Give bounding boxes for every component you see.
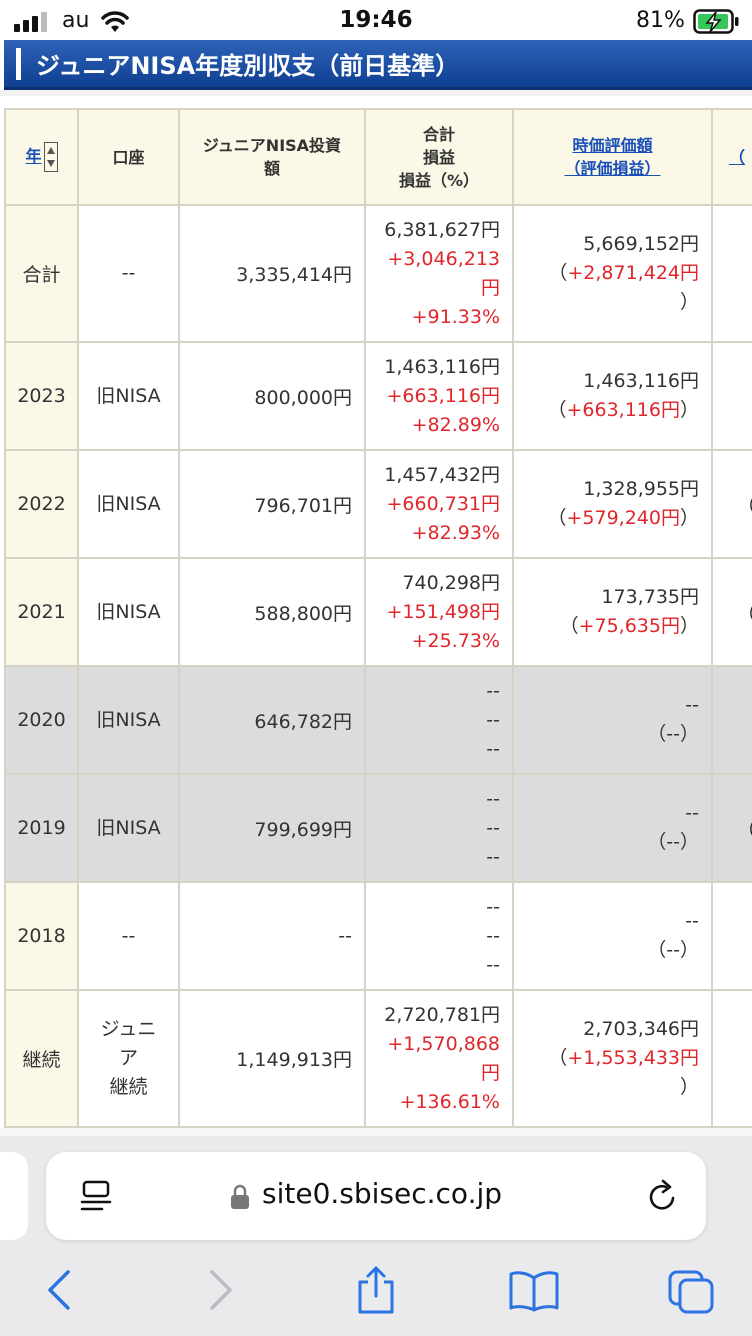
address-bar[interactable]	[46, 1152, 706, 1240]
cellular-signal-icon	[14, 12, 47, 32]
url-text[interactable]: site0.sbisec.co.jp	[262, 1177, 503, 1210]
investment-cell: 588,800円	[178, 557, 366, 667]
total-cell: 1,457,432円 +660,731円 +82.93%	[364, 449, 514, 559]
forward-icon[interactable]	[206, 1268, 236, 1316]
account-cell: ジュニ ア 継続	[77, 989, 180, 1128]
valuation-column-header[interactable]: 時価評価額 （評価損益）	[512, 108, 713, 206]
account-cell: 旧NISA	[77, 773, 180, 883]
reload-icon[interactable]	[646, 1178, 680, 1218]
clock: 19:46	[339, 7, 413, 33]
investment-cell: 3,335,414円	[178, 204, 366, 343]
total-cell: 6,381,627円 +3,046,213 円 +91.33%	[364, 204, 514, 343]
next-cell	[711, 665, 752, 775]
valuation-sort-link[interactable]: 時価評価額	[572, 136, 653, 155]
account-cell: 旧NISA	[77, 557, 180, 667]
section-title: ジュニアNISA年度別収支（前日基準）	[36, 52, 460, 80]
year-sort-link[interactable]: 年	[25, 146, 42, 166]
investment-cell: 800,000円	[178, 341, 366, 451]
table-row: 2018 -- -- -- -- -- -- （--）	[4, 881, 752, 991]
valuation-cell: 2,703,346円 （+1,553,433円 ）	[512, 989, 713, 1128]
account-cell: --	[77, 881, 180, 991]
annual-balance-table: 年 口座 ジュニアNISA投資 額 合計 損益 損益（%） 時価評価額 （評価損…	[4, 108, 752, 1128]
previous-tab-peek[interactable]	[0, 1152, 28, 1240]
total-cell: 2,720,781円 +1,570,868 円 +136.61%	[364, 989, 514, 1128]
total-cell: 1,463,116円 +663,116円 +82.89%	[364, 341, 514, 451]
valuation-cell: 1,328,955円 （+579,240円）	[512, 449, 713, 559]
table-row: 2021 旧NISA 588,800円 740,298円 +151,498円 +…	[4, 557, 752, 667]
total-column-header: 合計 損益 損益（%）	[364, 108, 514, 206]
investment-column-header: ジュニアNISA投資 額	[178, 108, 366, 206]
year-cell: 継続	[4, 989, 79, 1128]
next-cell: （	[711, 449, 752, 559]
table-row: 合計 -- 3,335,414円 6,381,627円 +3,046,213 円…	[4, 204, 752, 343]
account-column-header: 口座	[77, 108, 180, 206]
valuation-pl-sort-link[interactable]: （評価損益）	[564, 159, 661, 178]
year-cell: 2020	[4, 665, 79, 775]
next-cell: （	[711, 773, 752, 883]
total-cell: -- -- --	[364, 665, 514, 775]
battery-charging-icon	[693, 9, 741, 39]
sort-toggle-icon[interactable]	[43, 142, 58, 172]
next-cell	[711, 204, 752, 343]
year-cell: 2018	[4, 881, 79, 991]
year-column-header[interactable]: 年	[4, 108, 79, 206]
battery-percentage: 81%	[636, 8, 685, 33]
total-cell: 740,298円 +151,498円 +25.73%	[364, 557, 514, 667]
bookmarks-icon[interactable]	[508, 1270, 560, 1316]
year-cell: 2021	[4, 557, 79, 667]
investment-cell: 799,699円	[178, 773, 366, 883]
reader-mode-icon[interactable]	[80, 1180, 114, 1218]
account-cell: 旧NISA	[77, 449, 180, 559]
next-cell	[711, 881, 752, 991]
investment-cell: 646,782円	[178, 665, 366, 775]
share-icon[interactable]	[354, 1264, 398, 1320]
page-bottom-divider	[0, 1128, 752, 1136]
account-cell: --	[77, 204, 180, 343]
year-cell: 2023	[4, 341, 79, 451]
lock-icon	[230, 1184, 250, 1214]
table-row: 2020 旧NISA 646,782円 -- -- -- -- （--）	[4, 665, 752, 775]
total-cell: -- -- --	[364, 881, 514, 991]
valuation-cell: 1,463,116円 （+663,116円）	[512, 341, 713, 451]
wifi-icon	[100, 10, 130, 38]
year-cell: 2019	[4, 773, 79, 883]
back-icon[interactable]	[44, 1268, 74, 1316]
table-row: 2019 旧NISA 799,699円 -- -- -- -- （--） （	[4, 773, 752, 883]
account-cell: 旧NISA	[77, 665, 180, 775]
table-row: 2023 旧NISA 800,000円 1,463,116円 +663,116円…	[4, 341, 752, 451]
investment-cell: --	[178, 881, 366, 991]
valuation-cell: -- （--）	[512, 665, 713, 775]
year-cell: 2022	[4, 449, 79, 559]
next-cell	[711, 341, 752, 451]
next-cell: （	[711, 557, 752, 667]
status-bar: au 19:46 81%	[0, 0, 752, 44]
table-row: 継続 ジュニ ア 継続 1,149,913円 2,720,781円 +1,570…	[4, 989, 752, 1128]
investment-cell: 796,701円	[178, 449, 366, 559]
header-accent-bar	[16, 48, 21, 80]
account-cell: 旧NISA	[77, 341, 180, 451]
year-cell: 合計	[4, 204, 79, 343]
section-header: ジュニアNISA年度別収支（前日基準）	[4, 40, 752, 90]
table-row: 2022 旧NISA 796,701円 1,457,432円 +660,731円…	[4, 449, 752, 559]
total-cell: -- -- --	[364, 773, 514, 883]
tabs-icon[interactable]	[666, 1268, 716, 1320]
valuation-cell: -- （--）	[512, 881, 713, 991]
carrier-label: au	[62, 8, 90, 33]
valuation-cell: -- （--）	[512, 773, 713, 883]
valuation-cell: 5,669,152円 （+2,871,424円 ）	[512, 204, 713, 343]
header-shadow	[0, 90, 752, 96]
valuation-cell: 173,735円 （+75,635円）	[512, 557, 713, 667]
investment-cell: 1,149,913円	[178, 989, 366, 1128]
next-cell	[711, 989, 752, 1128]
next-column-header[interactable]: （	[711, 108, 752, 206]
table-header-row: 年 口座 ジュニアNISA投資 額 合計 損益 損益（%） 時価評価額 （評価損…	[4, 108, 752, 206]
